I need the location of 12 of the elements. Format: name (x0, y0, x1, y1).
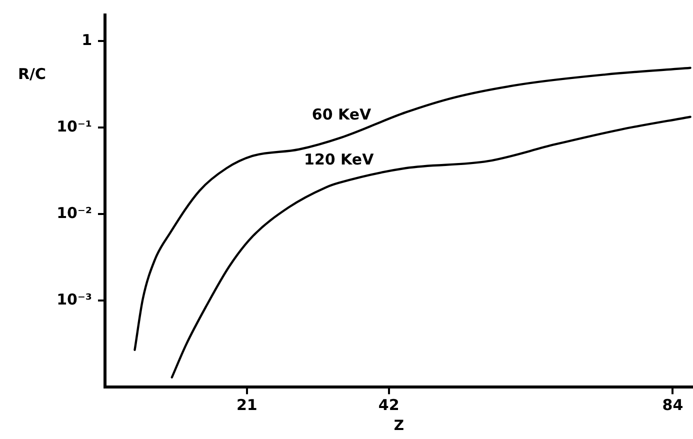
y-tick-label: 10⁻¹ (56, 117, 92, 136)
series-label: 60 KeV (312, 105, 372, 124)
series-label: 120 KeV (304, 150, 374, 169)
x-tick-label: 21 (236, 396, 258, 414)
line-series (134, 66, 692, 351)
y-tick-label: 10⁻² (56, 204, 92, 222)
x-axis-title: Z (394, 418, 404, 434)
y-axis-title: R/C (18, 64, 46, 83)
y-tick-label: 10⁻³ (56, 290, 92, 309)
x-tick-label: 84 (662, 396, 684, 414)
x-tick-label: 42 (378, 396, 400, 414)
y-tick-label: 1 (82, 30, 92, 49)
